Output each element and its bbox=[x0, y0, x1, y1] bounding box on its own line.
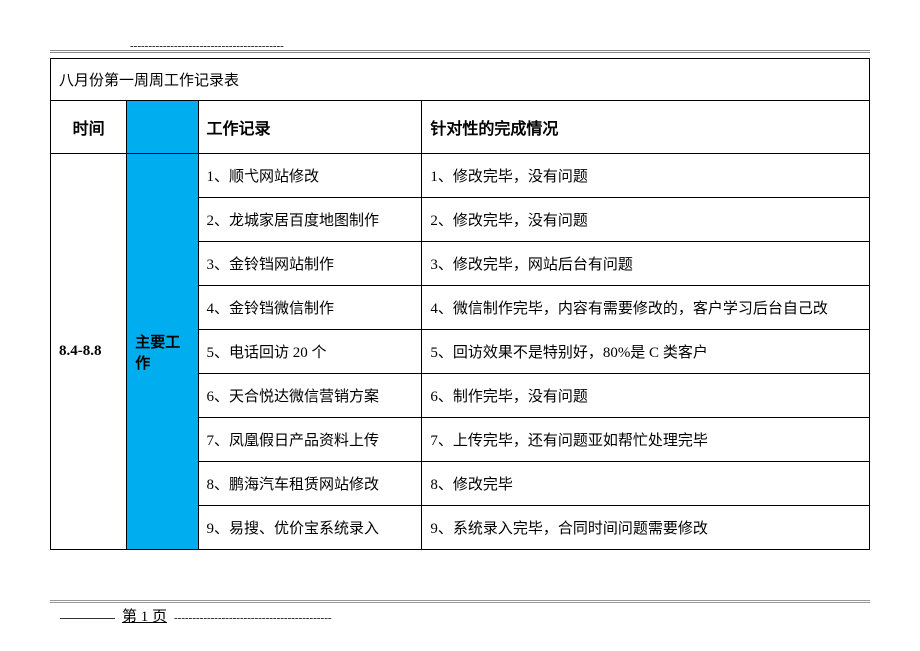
work-cell: 7、凤凰假日产品资料上传 bbox=[198, 418, 422, 462]
work-record-table: 八月份第一周周工作记录表 时间 工作记录 针对性的完成情况 8.4-8.8 主要… bbox=[50, 58, 870, 550]
work-cell: 5、电话回访 20 个 bbox=[198, 330, 422, 374]
header-work: 工作记录 bbox=[198, 101, 422, 154]
work-cell: 4、金铃铛微信制作 bbox=[198, 286, 422, 330]
header-row: 时间 工作记录 针对性的完成情况 bbox=[51, 101, 870, 154]
status-cell: 9、系统录入完毕，合同时间问题需要修改 bbox=[422, 506, 870, 550]
status-cell: 2、修改完毕，没有问题 bbox=[422, 198, 870, 242]
top-dash-decoration: ----------------------------------------… bbox=[130, 40, 284, 52]
status-cell: 7、上传完毕，还有问题亚如帮忙处理完毕 bbox=[422, 418, 870, 462]
footer-dashes-right: ----------------------------------------… bbox=[174, 612, 332, 624]
header-category bbox=[127, 101, 198, 154]
work-cell: 1、顺弋网站修改 bbox=[198, 154, 422, 198]
header-time: 时间 bbox=[51, 101, 127, 154]
table-title: 八月份第一周周工作记录表 bbox=[51, 59, 870, 101]
status-cell: 4、微信制作完毕，内容有需要修改的，客户学习后台自己改 bbox=[422, 286, 870, 330]
time-range-cell: 8.4-8.8 bbox=[51, 154, 127, 550]
status-cell: 5、回访效果不是特别好，80%是 C 类客户 bbox=[422, 330, 870, 374]
category-cell: 主要工作 bbox=[127, 154, 198, 550]
status-cell: 1、修改完毕，没有问题 bbox=[422, 154, 870, 198]
work-cell: 6、天合悦达微信营销方案 bbox=[198, 374, 422, 418]
work-cell: 8、鹏海汽车租赁网站修改 bbox=[198, 462, 422, 506]
title-row: 八月份第一周周工作记录表 bbox=[51, 59, 870, 101]
footer-underline-left bbox=[60, 618, 115, 619]
status-cell: 8、修改完毕 bbox=[422, 462, 870, 506]
page-footer: 第 1 页 ----------------------------------… bbox=[60, 605, 332, 626]
table-row: 8.4-8.8 主要工作 1、顺弋网站修改 1、修改完毕，没有问题 bbox=[51, 154, 870, 198]
work-cell: 3、金铃铛网站制作 bbox=[198, 242, 422, 286]
page-number: 第 1 页 bbox=[118, 609, 171, 625]
work-cell: 9、易搜、优价宝系统录入 bbox=[198, 506, 422, 550]
status-cell: 3、修改完毕，网站后台有问题 bbox=[422, 242, 870, 286]
header-status: 针对性的完成情况 bbox=[422, 101, 870, 154]
bottom-double-rule bbox=[50, 600, 870, 603]
work-cell: 2、龙城家居百度地图制作 bbox=[198, 198, 422, 242]
status-cell: 6、制作完毕，没有问题 bbox=[422, 374, 870, 418]
